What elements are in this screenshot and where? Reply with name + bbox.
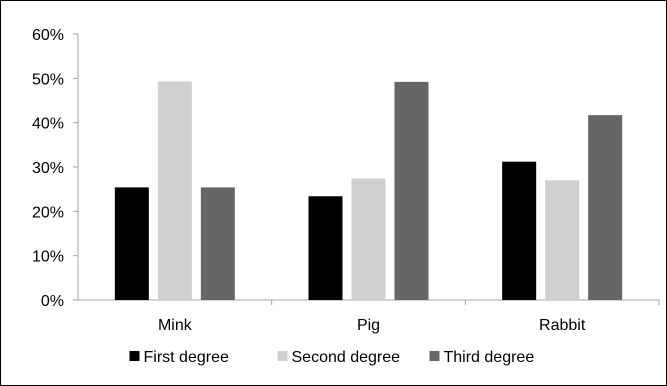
bar-first-degree-pig	[308, 196, 343, 300]
bar-second-degree-rabbit	[545, 180, 580, 300]
bar-first-degree-mink	[114, 187, 149, 300]
legend-item-third-degree: Third degree	[429, 349, 535, 366]
bar-second-degree-pig	[351, 178, 386, 300]
bar-third-degree-pig	[394, 81, 429, 300]
legend-label: Third degree	[444, 349, 535, 366]
x-tick-label: Mink	[158, 317, 193, 334]
bar-second-degree-mink	[157, 81, 192, 300]
y-tick-label: 60%	[32, 27, 64, 44]
legend-label: First degree	[144, 349, 229, 366]
bar-first-degree-rabbit	[502, 161, 537, 300]
y-tick-label: 40%	[32, 116, 64, 133]
y-tick-label: 0%	[41, 293, 64, 310]
bar-third-degree-mink	[200, 187, 235, 300]
y-tick-label: 20%	[32, 204, 64, 221]
x-tick-label: Rabbit	[539, 317, 586, 334]
y-tick-label: 10%	[32, 249, 64, 266]
legend-label: Second degree	[292, 349, 401, 366]
legend-swatch	[277, 351, 288, 361]
bar-third-degree-rabbit	[588, 115, 623, 300]
legend-item-second-degree: Second degree	[277, 349, 401, 366]
x-tick-label: Pig	[357, 317, 380, 334]
legend-swatch	[429, 351, 440, 361]
legend-item-first-degree: First degree	[129, 349, 229, 366]
y-tick-label: 30%	[32, 160, 64, 177]
y-tick-label: 50%	[32, 71, 64, 88]
legend-swatch	[129, 351, 140, 361]
